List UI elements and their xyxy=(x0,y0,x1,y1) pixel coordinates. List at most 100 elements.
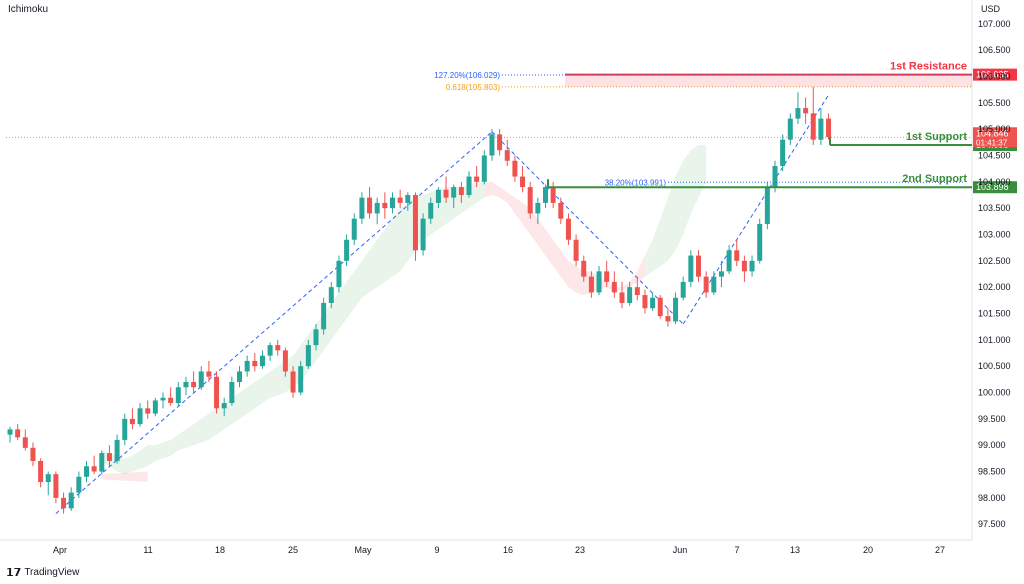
candle-body xyxy=(328,287,334,303)
date-tick-label: Jun xyxy=(673,545,688,555)
cloud-segment xyxy=(553,239,561,277)
cloud-segment xyxy=(354,260,362,309)
candle-body xyxy=(527,187,533,214)
candle-body xyxy=(344,239,350,261)
brand-text: TradingView xyxy=(24,567,80,578)
candle-body xyxy=(15,429,21,438)
cloud-segment xyxy=(476,181,485,203)
tradingview-icon: 𝟭𝟳 xyxy=(6,567,22,579)
candle-body xyxy=(481,155,487,182)
candle-body xyxy=(474,176,480,182)
price-tick-label: 97.500 xyxy=(978,519,1006,529)
candle-body xyxy=(61,497,67,509)
cloud-segment xyxy=(208,408,217,440)
candle-body xyxy=(627,287,633,303)
cloud-segment xyxy=(239,387,248,419)
candle-body xyxy=(588,276,594,293)
candle-body xyxy=(183,381,189,388)
candle-body xyxy=(550,187,556,203)
cloud-segment xyxy=(155,442,163,461)
cloud-segment xyxy=(667,176,676,261)
cloud-segment xyxy=(377,229,385,288)
candle-body xyxy=(390,197,395,209)
candle-body xyxy=(818,118,824,140)
candle-body xyxy=(129,418,135,425)
cloud-segment xyxy=(384,218,393,282)
price-tick-label: 106.500 xyxy=(978,45,1011,55)
date-tick-label: 25 xyxy=(288,545,298,555)
cloud-segment xyxy=(400,202,408,272)
cloud-segment xyxy=(254,376,263,409)
price-tag xyxy=(973,127,1017,148)
price-tag-countdown: 01:41:37 xyxy=(976,138,1008,147)
candle-body xyxy=(313,329,319,346)
date-tick-label: 18 xyxy=(215,545,225,555)
candle-body xyxy=(76,476,82,493)
candle-body xyxy=(451,187,457,198)
cloud-segment xyxy=(507,192,515,214)
candle-body xyxy=(175,387,181,404)
resistance-zone-rect xyxy=(565,74,972,87)
cloud-segment xyxy=(491,181,500,198)
cloud-segment xyxy=(369,239,378,293)
date-tick-label: 7 xyxy=(734,545,739,555)
candle-body xyxy=(321,302,327,330)
price-tick-label: 103.000 xyxy=(978,229,1011,239)
candle-body xyxy=(420,218,426,251)
cloud-segment xyxy=(101,471,148,483)
resistance-zone xyxy=(565,74,972,87)
cloud-segment xyxy=(698,144,707,198)
candle-body xyxy=(351,218,357,240)
candle-body xyxy=(749,260,755,272)
candle-body xyxy=(435,189,441,203)
candle-body xyxy=(191,381,197,388)
candle-body xyxy=(757,223,763,261)
price-tick-label: 102.500 xyxy=(978,256,1011,266)
candle-body xyxy=(168,397,174,404)
zigzag-line xyxy=(55,131,493,515)
cloud-segment xyxy=(637,255,645,282)
candle-body xyxy=(267,345,273,356)
axes: 97.500 98.000 98.500 99.000 99.500 100.000 100… xyxy=(53,19,1011,555)
level-label: 1st Support xyxy=(906,131,967,143)
candle-body xyxy=(367,197,373,214)
grid xyxy=(0,0,973,541)
candle-body xyxy=(665,316,671,322)
candle-body xyxy=(565,218,571,240)
candle-body xyxy=(229,381,235,404)
candle-body xyxy=(382,202,388,209)
candle-body xyxy=(497,134,503,151)
candle-body xyxy=(122,418,128,440)
candle-body xyxy=(741,260,747,272)
price-tick-label: 104.500 xyxy=(978,150,1011,160)
cloud-segment xyxy=(124,455,133,475)
candle-body xyxy=(711,276,717,293)
candle-body xyxy=(596,271,602,293)
ichimoku-cloud xyxy=(101,144,707,483)
tradingview-logo[interactable]: 𝟭𝟳 TradingView xyxy=(6,566,79,579)
date-tick-label: 9 xyxy=(434,545,439,555)
cloud-segment xyxy=(178,429,186,451)
price-tick-label: 104.000 xyxy=(978,177,1011,187)
zigzag-line xyxy=(491,131,684,325)
candle-body xyxy=(680,281,686,298)
date-tick-label: 20 xyxy=(863,545,873,555)
cloud-segment xyxy=(193,418,202,446)
candle-body xyxy=(68,492,74,509)
candle-body xyxy=(45,474,51,483)
candle-body xyxy=(764,187,770,224)
price-tick-label: 103.500 xyxy=(978,203,1011,213)
candle-body xyxy=(734,250,740,261)
candle-body xyxy=(405,194,411,203)
date-tick-label: 13 xyxy=(790,545,800,555)
candle-body xyxy=(38,460,44,483)
cloud-segment xyxy=(201,413,209,443)
candle-body xyxy=(443,189,449,198)
candle-body xyxy=(543,187,548,203)
cloud-segment xyxy=(346,271,355,319)
cloud-segment xyxy=(644,239,653,277)
cloud-segment xyxy=(262,371,271,404)
cloud-segment xyxy=(270,366,278,398)
candle-body xyxy=(152,400,158,414)
